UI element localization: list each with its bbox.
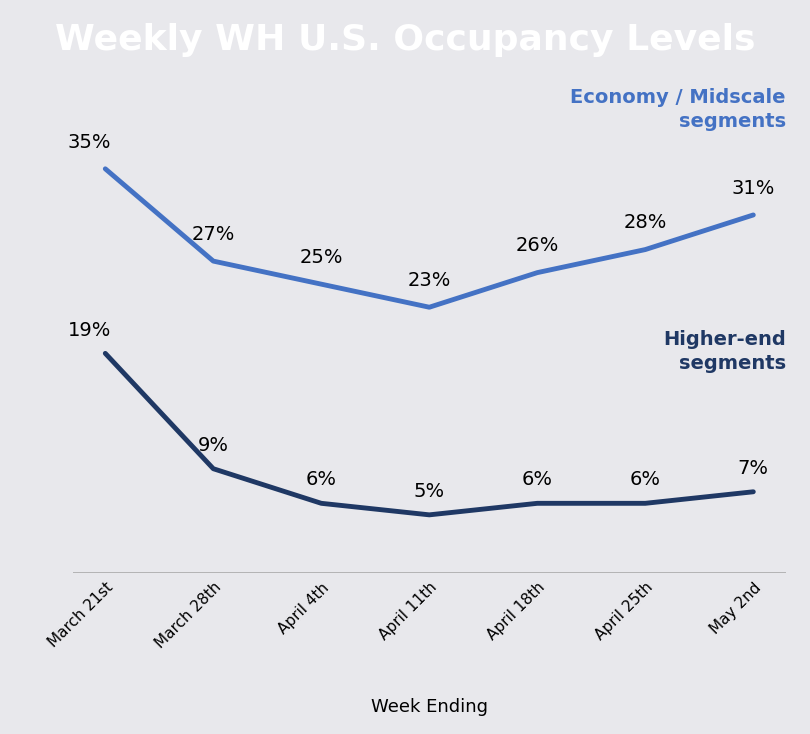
Text: 5%: 5%	[414, 482, 445, 501]
Text: 26%: 26%	[516, 236, 559, 255]
Text: April 25th: April 25th	[592, 580, 656, 643]
Text: April 18th: April 18th	[484, 580, 548, 643]
Text: 6%: 6%	[306, 470, 337, 490]
Text: 9%: 9%	[198, 436, 228, 455]
Text: April 4th: April 4th	[275, 580, 332, 636]
Text: 31%: 31%	[731, 178, 775, 197]
Text: 25%: 25%	[300, 248, 343, 267]
Text: Economy / Midscale
segments: Economy / Midscale segments	[570, 88, 786, 131]
Text: May 2nd: May 2nd	[707, 580, 764, 636]
Text: 6%: 6%	[522, 470, 552, 490]
Text: Week Ending: Week Ending	[371, 697, 488, 716]
Text: 7%: 7%	[738, 459, 769, 478]
Text: Higher-end
segments: Higher-end segments	[663, 330, 786, 373]
Text: March 28th: March 28th	[152, 580, 224, 652]
Text: Weekly WH U.S. Occupancy Levels: Weekly WH U.S. Occupancy Levels	[55, 23, 755, 57]
Text: 27%: 27%	[192, 225, 235, 244]
Text: April 11th: April 11th	[377, 580, 440, 643]
Text: 23%: 23%	[407, 271, 451, 290]
Text: 35%: 35%	[67, 133, 111, 151]
Text: 6%: 6%	[630, 470, 661, 490]
Text: 19%: 19%	[67, 321, 111, 340]
Text: 28%: 28%	[624, 214, 667, 232]
Text: March 21st: March 21st	[45, 580, 116, 650]
